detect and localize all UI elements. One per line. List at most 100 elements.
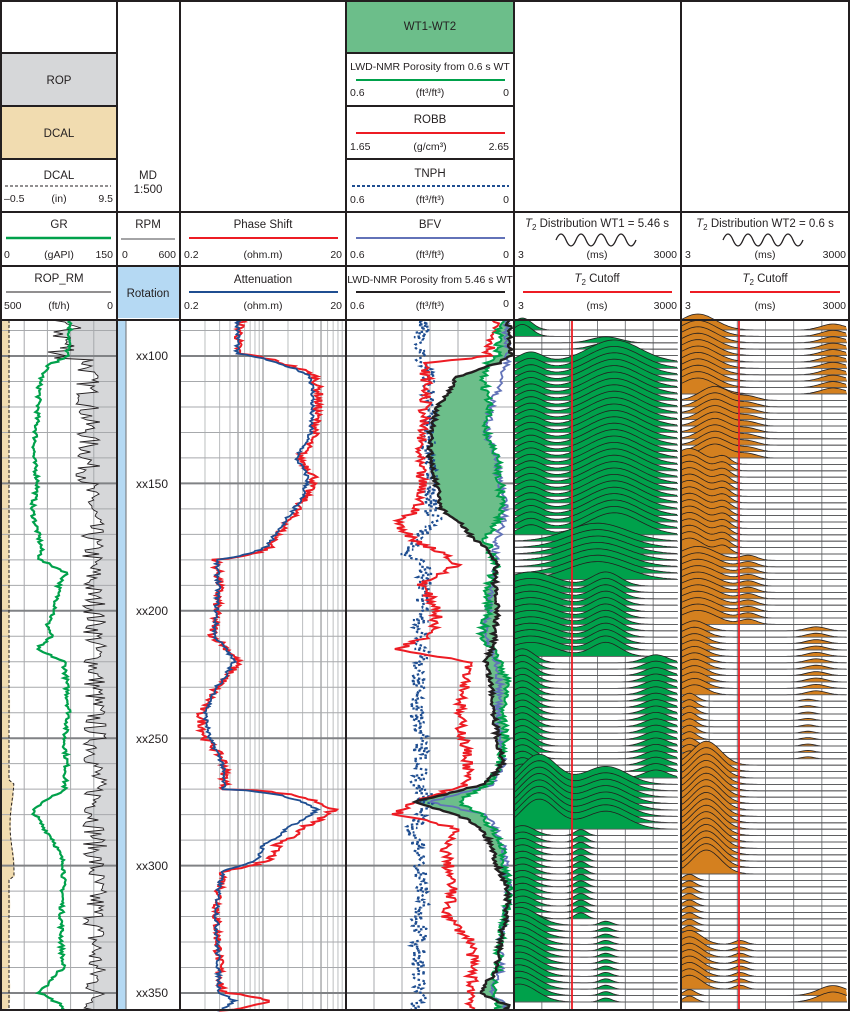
depth-label: xx300 — [136, 859, 168, 873]
bfv-legend: BFV 0.6 (ft³/ft³) 0 — [350, 219, 509, 261]
svg-text:20: 20 — [330, 300, 342, 312]
svg-text:(ft³/ft³): (ft³/ft³) — [416, 194, 445, 206]
svg-text:1.65: 1.65 — [350, 141, 371, 153]
robb-legend: ROBB 1.65 (g/cm³) 2.65 — [350, 114, 509, 153]
svg-text:(in): (in) — [51, 193, 66, 205]
dcal-curve-legend: DCAL –0.5 (in) 9.5 — [4, 170, 113, 205]
svg-text:T2 Cutoff: T2 Cutoff — [574, 273, 620, 287]
log-data-area — [1, 313, 847, 1012]
wt1-wt2-fill-legend — [347, 1, 514, 53]
robb-curve — [391, 319, 501, 1011]
depth-label: xx250 — [136, 732, 168, 746]
svg-text:3000: 3000 — [654, 300, 678, 312]
svg-text:ROBB: ROBB — [414, 114, 447, 126]
phase-shift-curve — [194, 319, 340, 1012]
svg-text:(ohm.m): (ohm.m) — [243, 249, 282, 261]
svg-text:T2 Distribution WT1 = 5.46 s: T2 Distribution WT1 = 5.46 s — [525, 218, 669, 232]
svg-text:LWD-NMR Porosity from 0.6 s WT: LWD-NMR Porosity from 0.6 s WT — [350, 61, 510, 73]
svg-text:Phase Shift: Phase Shift — [234, 219, 294, 231]
svg-text:500: 500 — [4, 300, 22, 312]
t2-distribution-wt2 — [681, 313, 847, 1003]
depth-track: xx100 xx150 xx200 xx250 xx300 xx350 — [118, 320, 168, 1010]
svg-text:(ms): (ms) — [587, 300, 608, 312]
dcal-fill-label: DCAL — [44, 128, 75, 140]
svg-text:20: 20 — [330, 249, 342, 261]
wt1-wt2-label: WT1-WT2 — [404, 21, 456, 33]
rotation-fill-legend — [118, 266, 179, 318]
wave-icon — [555, 233, 637, 247]
svg-text:(gAPI): (gAPI) — [44, 249, 74, 261]
svg-text:3: 3 — [518, 300, 524, 312]
nmr-06-legend: LWD-NMR Porosity from 0.6 s WT 0.6 (ft³/… — [350, 61, 510, 99]
svg-text:3000: 3000 — [823, 300, 847, 312]
svg-text:3000: 3000 — [654, 249, 678, 261]
svg-text:3: 3 — [685, 300, 691, 312]
nmr-546-curve — [411, 319, 516, 1011]
dcal-fill-legend — [1, 106, 117, 159]
svg-text:RPM: RPM — [135, 219, 161, 231]
svg-text:(ft³/ft³): (ft³/ft³) — [416, 249, 445, 261]
svg-text:2.65: 2.65 — [489, 141, 510, 153]
svg-text:600: 600 — [158, 249, 176, 261]
header-grid — [0, 52, 850, 267]
svg-text:–0.5: –0.5 — [4, 193, 25, 205]
t2-wt2-legend: T2 Distribution WT2 = 0.6 s 3 (ms) 3000 — [685, 218, 846, 261]
gr-curve-legend: GR 0 (gAPI) 150 — [4, 219, 113, 261]
depth-label: xx100 — [136, 349, 168, 363]
svg-text:ROP_RM: ROP_RM — [34, 273, 83, 285]
svg-text:(ohm.m): (ohm.m) — [243, 300, 282, 312]
attenuation-legend: Attenuation 0.2 (ohm.m) 20 — [184, 274, 342, 312]
svg-text:3: 3 — [685, 249, 691, 261]
wave-icon — [722, 233, 804, 247]
svg-text:(ft/h): (ft/h) — [48, 300, 70, 312]
svg-text:0.6: 0.6 — [350, 249, 365, 261]
svg-text:Attenuation: Attenuation — [234, 274, 292, 286]
svg-text:(ms): (ms) — [755, 249, 776, 261]
rop-fill-label: ROP — [47, 75, 72, 87]
svg-text:150: 150 — [95, 249, 113, 261]
svg-text:(ms): (ms) — [755, 300, 776, 312]
svg-text:0: 0 — [503, 249, 509, 261]
t2-distribution-wt1 — [514, 317, 678, 1003]
phase-shift-legend: Phase Shift 0.2 (ohm.m) 20 — [184, 219, 342, 261]
rop-fill-legend — [1, 53, 117, 106]
svg-text:BFV: BFV — [419, 219, 442, 231]
t2-cutoff-wt1-legend: T2 Cutoff 3 (ms) 3000 — [518, 273, 677, 312]
md-legend: MD 1:500 — [134, 170, 163, 196]
svg-text:LWD-NMR Porosity from 5.46 s W: LWD-NMR Porosity from 5.46 s WT — [347, 274, 513, 286]
rotation-fill — [118, 320, 126, 1010]
svg-text:3: 3 — [518, 249, 524, 261]
svg-text:0.6: 0.6 — [350, 300, 365, 312]
svg-text:0: 0 — [503, 194, 509, 206]
svg-text:DCAL: DCAL — [44, 170, 75, 182]
svg-text:9.5: 9.5 — [98, 193, 113, 205]
svg-text:0.2: 0.2 — [184, 300, 199, 312]
svg-text:0.6: 0.6 — [350, 194, 365, 206]
svg-text:GR: GR — [50, 219, 67, 231]
attenuation-curve — [202, 319, 321, 1012]
svg-text:(ms): (ms) — [587, 249, 608, 261]
rotation-label: Rotation — [127, 288, 170, 300]
rop-curve-legend: ROP_RM 500 (ft/h) 0 — [4, 273, 113, 312]
t2-wt1-legend: T2 Distribution WT1 = 5.46 s 3 (ms) 3000 — [518, 218, 677, 261]
log-header: ROP DCAL DCAL –0.5 (in) 9.5 GR 0 (gAPI) … — [0, 1, 850, 318]
svg-text:0.6: 0.6 — [350, 87, 365, 99]
tnph-legend: TNPH 0.6 (ft³/ft³) 0 — [350, 168, 509, 206]
svg-text:0: 0 — [4, 249, 10, 261]
svg-text:0: 0 — [503, 87, 509, 99]
svg-text:(ft³/ft³): (ft³/ft³) — [416, 300, 445, 312]
svg-text:MD: MD — [139, 170, 157, 182]
svg-text:(ft³/ft³): (ft³/ft³) — [416, 87, 445, 99]
track1-header-blank — [1, 1, 117, 53]
svg-text:3000: 3000 — [823, 249, 847, 261]
svg-text:0.2: 0.2 — [184, 249, 199, 261]
dcal-fill — [1, 320, 16, 1010]
rop-rm-curve — [47, 319, 108, 1011]
svg-text:0: 0 — [107, 300, 113, 312]
depth-label: xx150 — [136, 477, 168, 491]
t2-cutoff-wt2-legend: T2 Cutoff 3 (ms) 3000 — [685, 273, 846, 312]
rop-fill — [47, 320, 117, 1010]
svg-text:0: 0 — [122, 249, 128, 261]
svg-text:T2 Distribution WT2 = 0.6 s: T2 Distribution WT2 = 0.6 s — [696, 218, 834, 232]
